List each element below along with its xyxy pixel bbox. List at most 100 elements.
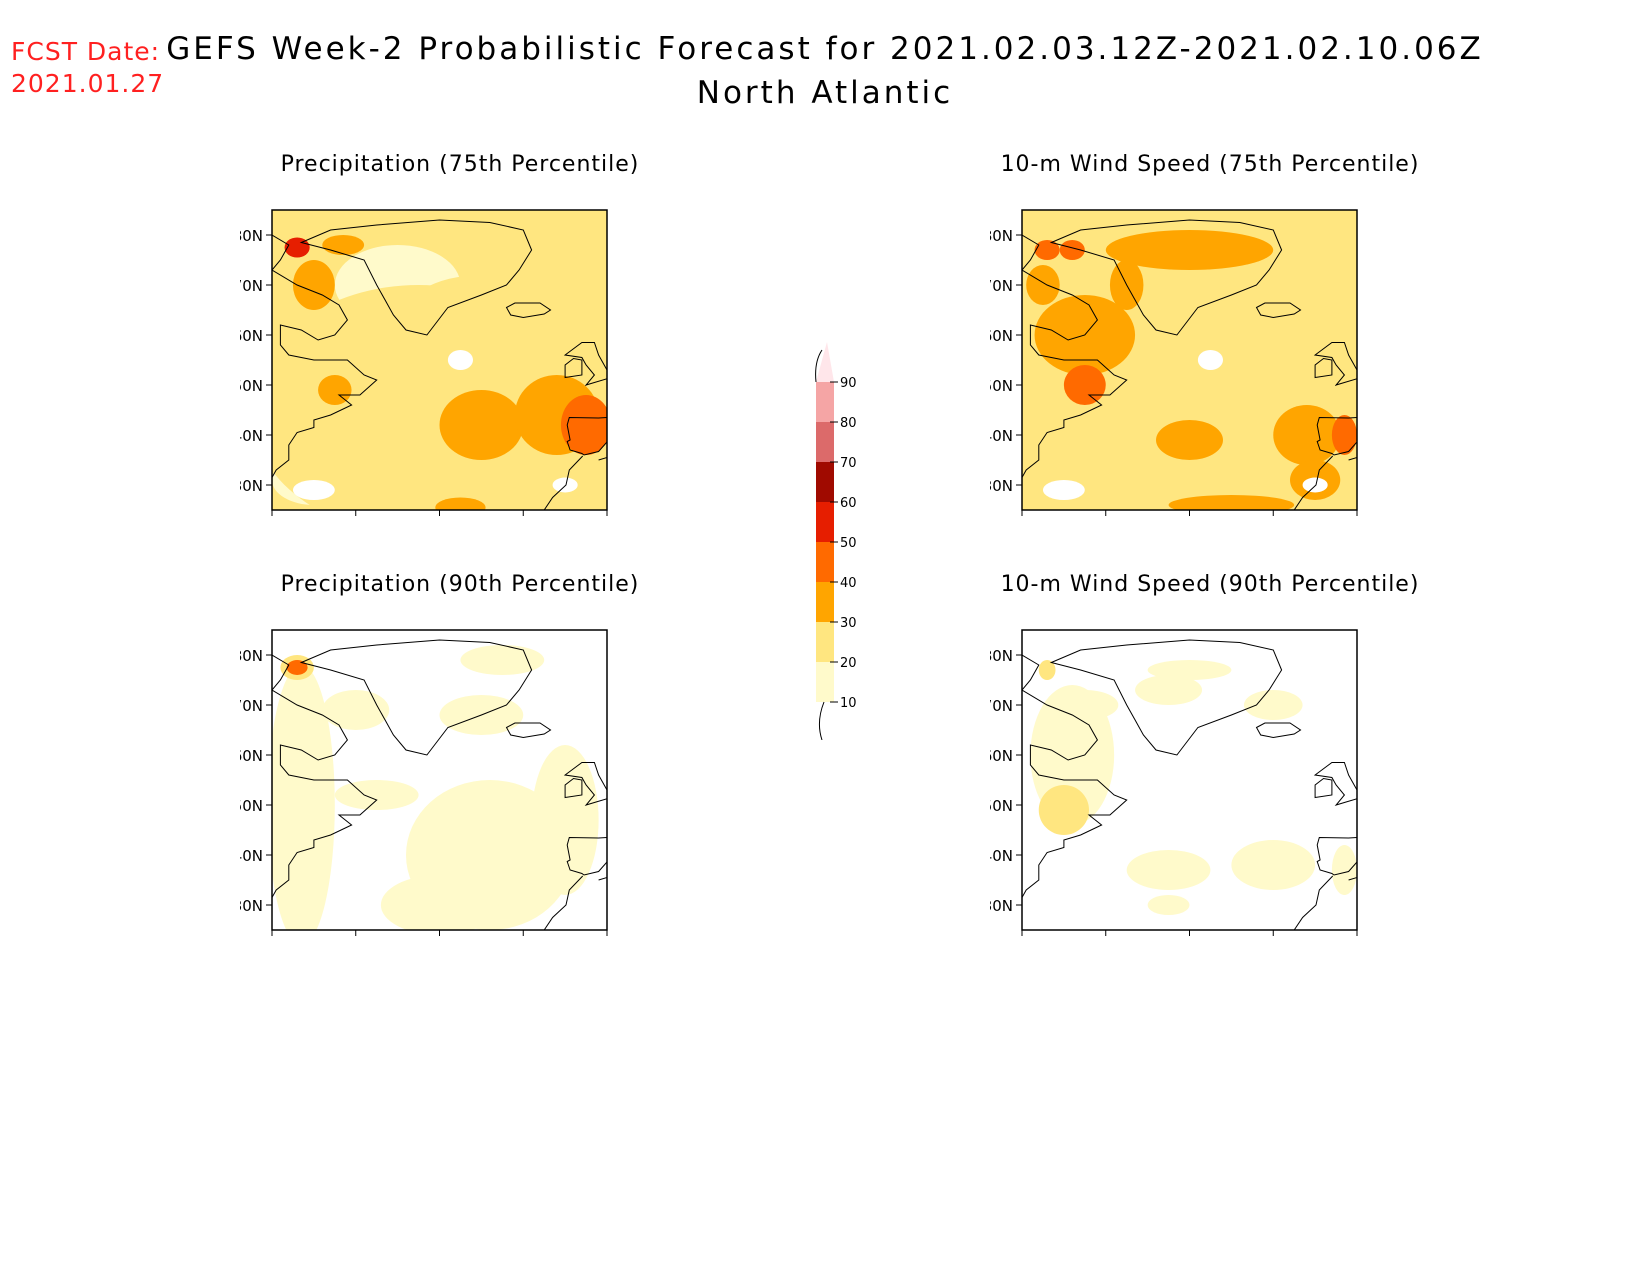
lat-label: 80N (990, 227, 1013, 245)
colorbar-tail (818, 701, 825, 740)
coastline (543, 875, 607, 930)
forecast-date-label: FCST Date: (11, 37, 161, 66)
colorbar-segment (816, 342, 834, 382)
page-subtitle: North Atlantic (696, 75, 954, 111)
coastline (1255, 302, 1302, 319)
coastline (564, 357, 583, 379)
coastline (1316, 416, 1357, 456)
panel-title: 10-m Wind Speed (75th Percentile) (1000, 152, 1420, 177)
lon-label: 60W (1089, 520, 1123, 522)
lat-label: 80N (990, 647, 1013, 665)
colorbar-segment (816, 582, 834, 622)
contour-region (1034, 240, 1060, 260)
lon-label: 40W (1173, 940, 1207, 942)
contour-region (1026, 265, 1060, 305)
lat-label: 70N (990, 697, 1013, 715)
lon-label: 0 (602, 520, 612, 522)
contour-region (460, 645, 545, 675)
colorbar-label: 90 (840, 376, 857, 391)
coastline (1314, 357, 1333, 379)
contour-region (1126, 850, 1211, 890)
contour-region (1331, 845, 1357, 895)
lat-label: 70N (240, 697, 263, 715)
lat-label: 30N (240, 477, 263, 495)
coastline (1049, 639, 1283, 756)
colorbar-segment (816, 462, 834, 502)
lon-label: 60W (339, 940, 373, 942)
lat-label: 60N (990, 327, 1013, 345)
coastline (1022, 234, 1128, 510)
lat-label: 50N (240, 377, 263, 395)
lat-label: 80N (240, 227, 263, 245)
coastline (1313, 342, 1357, 386)
lat-label: 80N (240, 647, 263, 665)
coastline (1314, 777, 1333, 799)
colorbar-label: 20 (840, 656, 857, 671)
map-wind-75th: 80N 70N 60N 50N 40N 30N 80W 60W 40W 20W 0 (990, 209, 1362, 522)
colorbar-label: 60 (840, 496, 857, 511)
clear-region (1197, 350, 1223, 370)
lon-label: 80W (1005, 520, 1039, 522)
lon-label: 20W (506, 520, 540, 522)
coastline (272, 654, 378, 930)
lat-label: 50N (240, 797, 263, 815)
contour-region (1147, 660, 1232, 680)
page-title: GEFS Week-2 Probabilistic Forecast for 2… (166, 31, 1484, 67)
lon-label: 20W (1256, 520, 1290, 522)
coastline (505, 302, 552, 319)
lat-label: 30N (990, 897, 1013, 915)
colorbar-segment (816, 662, 834, 702)
contour-region (1156, 420, 1223, 460)
colorbar-label: 80 (840, 416, 857, 431)
lat-label: 60N (990, 747, 1013, 765)
lat-label: 30N (240, 897, 263, 915)
coastline (1255, 722, 1302, 739)
contour-region (1105, 230, 1274, 270)
contour-region (1059, 240, 1085, 260)
contour-region (1331, 415, 1357, 455)
panel-precip-90th: Precipitation (90th Percentile) 80N 70N 60… (240, 572, 680, 942)
lat-label: 40N (240, 847, 263, 865)
colorbar-label: 10 (840, 696, 857, 711)
lon-label: 60W (339, 520, 373, 522)
map-precip-90th: 80N 70N 60N 50N 40N 30N 80W 60W 40W 20W 0 (240, 629, 612, 942)
contour-region (1231, 840, 1316, 890)
colorbar-segment (816, 622, 834, 662)
lat-label: 70N (990, 277, 1013, 295)
coastline (564, 777, 583, 799)
contour-region (1063, 365, 1106, 405)
contour-region (435, 497, 486, 510)
lon-label: 80W (255, 940, 289, 942)
contour-region (318, 375, 352, 405)
clear-region (552, 477, 578, 493)
panel-wind-90th: 10-m Wind Speed (90th Percentile) 80N 70N… (990, 572, 1430, 942)
colorbar-label: 70 (840, 456, 857, 471)
clear-region (1302, 477, 1328, 493)
lat-label: 30N (990, 477, 1013, 495)
clear-region (292, 480, 335, 500)
forecast-date-value: 2021.01.27 (11, 69, 165, 98)
coastline (563, 342, 607, 386)
coastline (543, 455, 607, 510)
coastline (299, 639, 533, 756)
lat-label: 40N (240, 427, 263, 445)
coastline (566, 836, 607, 876)
contour-region (322, 690, 390, 730)
map-precip-75th: 80N 70N 60N 50N 40N 30N 80W 60W 40W 20W 0 (240, 209, 612, 522)
lon-label: 20W (1256, 940, 1290, 942)
lat-label: 50N (990, 797, 1013, 815)
clear-region (1042, 480, 1085, 500)
colorbar-segment (816, 382, 834, 422)
colorbar: 10 20 30 40 50 60 70 80 90 (815, 342, 857, 740)
lon-label: 40W (1173, 520, 1207, 522)
coastline (1022, 654, 1128, 930)
colorbar-segment (816, 502, 834, 542)
contour-region (1273, 405, 1341, 465)
panel-precip-75th: Precipitation (75th Percentile) 80N 70N 60… (240, 152, 680, 522)
lon-label: 40W (423, 940, 457, 942)
contour-region (1038, 785, 1089, 835)
lat-label: 70N (240, 277, 263, 295)
contour-region (1051, 690, 1119, 720)
colorbar-label: 50 (840, 536, 857, 551)
lon-label: 0 (1352, 940, 1362, 942)
